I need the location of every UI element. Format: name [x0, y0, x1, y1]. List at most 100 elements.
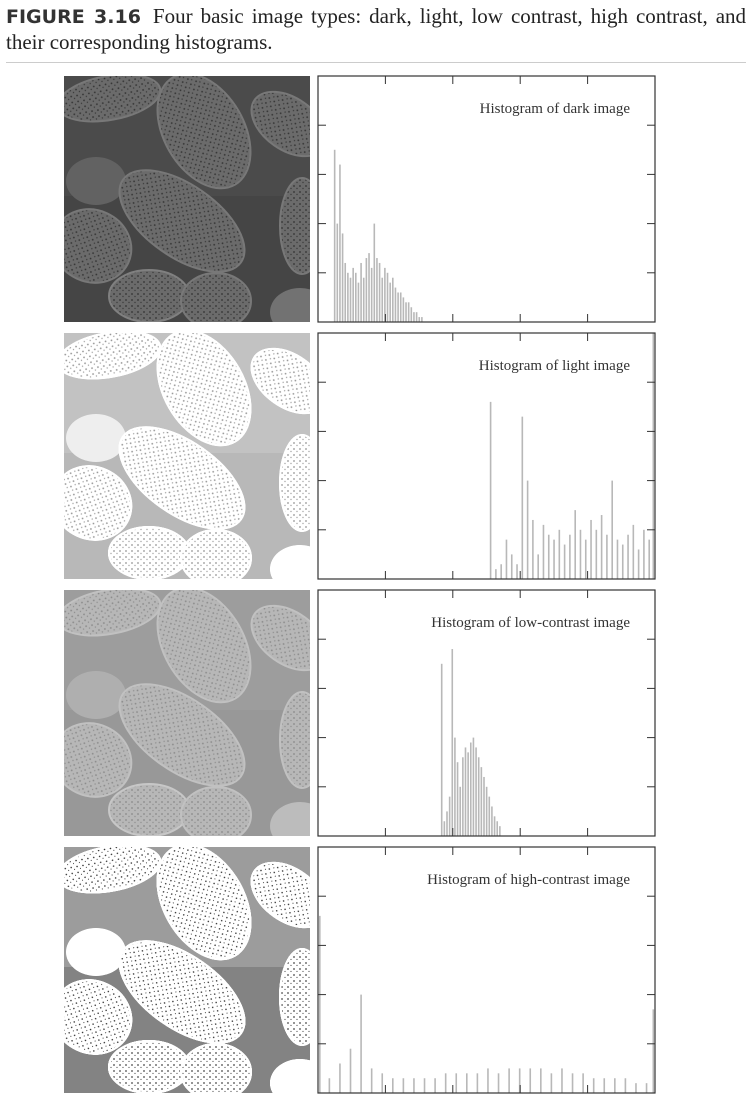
histogram-bar [648, 539, 650, 579]
histogram-bar [558, 529, 561, 579]
histogram-bar [469, 742, 472, 836]
caption-rule [6, 62, 746, 63]
histogram-bar [571, 1073, 574, 1093]
histogram-bar [402, 297, 405, 322]
histogram-bar [397, 292, 399, 322]
histogram-bar [616, 539, 619, 579]
histogram-bar [466, 1073, 468, 1093]
histogram-bar [355, 272, 357, 322]
histogram-bar [540, 1068, 542, 1093]
histogram-bar [584, 539, 587, 579]
histogram-bar [510, 554, 513, 579]
histogram-bar [499, 826, 501, 836]
histogram-bar [444, 1073, 447, 1093]
histogram-bar [378, 262, 381, 322]
histogram-bar [405, 302, 407, 322]
histogram-bar [561, 1068, 563, 1093]
histogram-bar [516, 564, 518, 579]
histogram-bar [349, 277, 352, 322]
histogram-bar [440, 663, 443, 836]
histogram-bar [547, 534, 550, 579]
histogram-bar [357, 282, 360, 322]
histogram-bar [487, 1068, 489, 1093]
histogram-bar [488, 796, 491, 836]
histogram-bar [407, 302, 410, 322]
photo-high-contrast [64, 847, 310, 1093]
histogram-bar [495, 569, 497, 579]
histogram-bar [489, 401, 492, 579]
histogram-bar [392, 1078, 394, 1093]
histogram-bar [485, 786, 488, 836]
histogram-bar [496, 821, 499, 836]
histogram-bar [569, 534, 571, 579]
histogram-bar [392, 277, 394, 322]
histogram-bar [341, 233, 344, 322]
histogram-bar [386, 272, 389, 322]
histogram-bar [352, 267, 354, 322]
histogram-bar [600, 515, 603, 579]
histogram-bar [339, 1063, 341, 1093]
histogram-bar [637, 549, 640, 579]
histogram-bar [418, 317, 421, 322]
histogram-bar [370, 267, 373, 322]
histogram-bar [508, 1068, 510, 1093]
histogram-bar [521, 416, 524, 579]
photo-low-contrast [64, 590, 310, 836]
histogram-bar [333, 149, 336, 322]
histogram-bar [579, 529, 582, 579]
histogram-bar [413, 312, 415, 322]
histogram-bar [614, 1078, 616, 1093]
histogram-bar [455, 1073, 458, 1093]
histogram-bar [621, 544, 624, 579]
histogram-bar [518, 1068, 521, 1093]
histogram-title: Histogram of dark image [480, 101, 631, 117]
histogram-bar [339, 164, 341, 322]
histogram-bar [590, 519, 592, 579]
photo-dark [64, 76, 310, 322]
histogram-bar [349, 1048, 352, 1093]
histogram-bar [467, 752, 469, 836]
histogram-bar [410, 307, 413, 322]
histogram-bar [462, 757, 464, 836]
histogram-bar [344, 262, 347, 322]
histogram-bar [476, 1073, 479, 1093]
plot-frame [317, 589, 656, 837]
histogram-bar [399, 292, 402, 322]
histogram-bar [624, 1078, 627, 1093]
histogram-title: Histogram of light image [479, 358, 631, 374]
histogram-bar [454, 737, 456, 836]
histogram-bar [632, 524, 635, 579]
histogram-bar [529, 1068, 532, 1093]
histogram-bar [645, 1083, 648, 1093]
histogram-bar [472, 737, 475, 836]
histogram-bar [381, 277, 384, 322]
histogram-title: Histogram of low-contrast image [431, 615, 630, 631]
histogram-bar [493, 816, 496, 836]
photo-light [64, 333, 310, 579]
histogram-bar [459, 786, 462, 836]
histogram-bar [384, 267, 386, 322]
plot-frame [317, 75, 656, 323]
histogram-bar [652, 333, 655, 579]
plot-frame [317, 332, 656, 580]
histogram-title: Histogram of high-contrast image [427, 872, 630, 888]
histogram-bar [611, 480, 613, 579]
histogram-bar [595, 529, 598, 579]
histogram-bar [413, 1078, 415, 1093]
histogram-bar [603, 1078, 606, 1093]
histogram-bar [500, 564, 502, 579]
histogram-bar [563, 544, 566, 579]
histogram-bar [635, 1083, 637, 1093]
histogram-bar [652, 1009, 655, 1093]
histogram-bar [446, 811, 448, 836]
histogram-bar [319, 915, 321, 1093]
histogram-bar [456, 762, 459, 836]
histogram-bar [537, 554, 539, 579]
caption-label: FIGURE 3.16 [6, 6, 141, 28]
histogram-bar [376, 258, 378, 322]
histogram-bar [477, 757, 480, 836]
histogram-bar [347, 272, 349, 322]
histogram-bar [582, 1073, 584, 1093]
